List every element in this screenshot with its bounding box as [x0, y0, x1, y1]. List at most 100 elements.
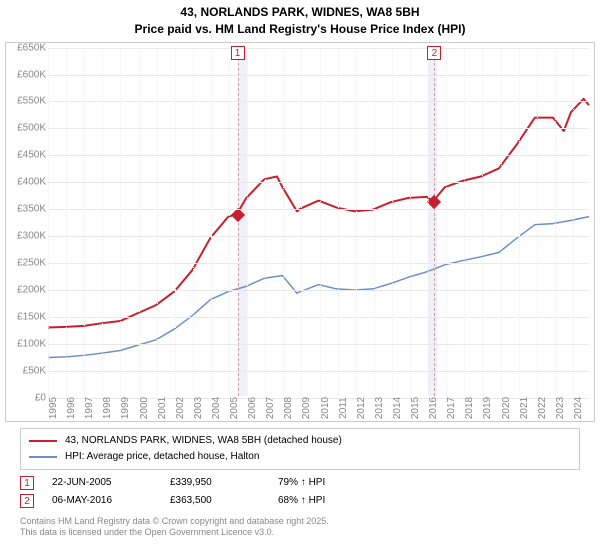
- event-date: 22-JUN-2005: [52, 477, 152, 488]
- gridline-vertical: [139, 48, 140, 396]
- legend-item-hpi: HPI: Average price, detached house, Halt…: [29, 449, 571, 465]
- legend-label: HPI: Average price, detached house, Halt…: [65, 449, 259, 465]
- gridline-vertical: [338, 48, 339, 396]
- x-axis-tick-label: 2003: [193, 396, 204, 418]
- chart-title: 43, NORLANDS PARK, WIDNES, WA8 5BH Price…: [4, 4, 596, 38]
- x-axis-tick-label: 2001: [157, 396, 168, 418]
- x-axis-tick-label: 2002: [175, 396, 186, 418]
- x-axis-tick-label: 2011: [338, 397, 349, 419]
- gridline-vertical: [211, 48, 212, 396]
- x-axis-tick-label: 2000: [139, 396, 150, 418]
- x-axis-tick-label: 2005: [229, 396, 240, 418]
- gridline-vertical: [193, 48, 194, 396]
- gridline-vertical: [48, 48, 49, 396]
- x-axis-tick-label: 2023: [555, 396, 566, 418]
- gridline-vertical: [247, 48, 248, 396]
- gridline-vertical: [501, 48, 502, 396]
- x-axis-tick-label: 2013: [374, 396, 385, 418]
- footer-line-1: Contains HM Land Registry data © Crown c…: [20, 516, 580, 528]
- gridline-vertical: [301, 48, 302, 396]
- x-axis-tick-label: 2004: [211, 396, 222, 418]
- gridline-vertical: [175, 48, 176, 396]
- gridline-vertical: [229, 48, 230, 396]
- gridline-horizontal: [48, 263, 589, 264]
- sale-events-table: 122-JUN-2005£339,95079% ↑ HPI206-MAY-201…: [20, 474, 580, 510]
- x-axis-tick-label: 1999: [120, 396, 131, 418]
- event-number-icon: 1: [20, 476, 34, 490]
- y-axis-tick-label: £350K: [6, 204, 46, 215]
- y-axis-tick-label: £200K: [6, 284, 46, 295]
- y-axis-tick-label: £50K: [6, 365, 46, 376]
- x-axis-tick-label: 1997: [84, 396, 95, 418]
- gridline-vertical: [537, 48, 538, 396]
- gridline-vertical: [428, 48, 429, 396]
- gridline-vertical: [120, 48, 121, 396]
- x-axis-tick-label: 2006: [247, 396, 258, 418]
- gridline-vertical: [573, 48, 574, 396]
- event-number-marker: 1: [231, 46, 245, 60]
- legend-item-property: 43, NORLANDS PARK, WIDNES, WA8 5BH (deta…: [29, 433, 571, 449]
- y-axis-tick-label: £450K: [6, 150, 46, 161]
- x-axis-tick-label: 2018: [464, 396, 475, 418]
- gridline-horizontal: [48, 209, 589, 210]
- gridline-horizontal: [48, 371, 589, 372]
- y-axis-tick-label: £400K: [6, 177, 46, 188]
- gridline-vertical: [356, 48, 357, 396]
- x-axis-tick-label: 2024: [573, 396, 584, 418]
- footer-line-2: This data is licensed under the Open Gov…: [20, 527, 580, 539]
- x-axis-tick-label: 2019: [482, 396, 493, 418]
- gridline-vertical: [446, 48, 447, 396]
- event-number-icon: 2: [20, 494, 34, 508]
- series-line-property: [48, 98, 589, 327]
- event-date: 06-MAY-2016: [52, 495, 152, 506]
- x-axis-tick-label: 2022: [537, 396, 548, 418]
- y-axis-tick-label: £300K: [6, 231, 46, 242]
- gridline-horizontal: [48, 101, 589, 102]
- x-axis-tick-label: 1998: [102, 396, 113, 418]
- event-price: £339,950: [170, 477, 260, 488]
- legend-swatch-icon: [29, 456, 57, 458]
- x-axis-tick-label: 2017: [446, 396, 457, 418]
- y-axis-tick-label: £550K: [6, 96, 46, 107]
- gridline-horizontal: [48, 155, 589, 156]
- gridline-vertical: [66, 48, 67, 396]
- gridline-vertical: [283, 48, 284, 396]
- gridline-horizontal: [48, 75, 589, 76]
- gridline-vertical: [555, 48, 556, 396]
- x-axis-tick-label: 2021: [519, 396, 530, 418]
- y-axis-tick-label: £500K: [6, 123, 46, 134]
- x-axis-tick-label: 2014: [392, 396, 403, 418]
- y-axis-tick-label: £100K: [6, 338, 46, 349]
- x-axis-tick-label: 2012: [356, 396, 367, 418]
- title-line-1: 43, NORLANDS PARK, WIDNES, WA8 5BH: [4, 4, 596, 21]
- x-axis-tick-label: 2015: [410, 396, 421, 418]
- x-axis-tick-label: 1996: [66, 396, 77, 418]
- y-axis-tick-label: £600K: [6, 69, 46, 80]
- gridline-vertical: [410, 48, 411, 396]
- gridline-vertical: [482, 48, 483, 396]
- sale-event-row: 122-JUN-2005£339,95079% ↑ HPI: [20, 474, 580, 492]
- gridline-vertical: [392, 48, 393, 396]
- legend-label: 43, NORLANDS PARK, WIDNES, WA8 5BH (deta…: [65, 433, 342, 449]
- gridline-horizontal: [48, 344, 589, 345]
- series-line-hpi: [48, 216, 589, 357]
- gridline-horizontal: [48, 48, 589, 49]
- gridline-vertical: [464, 48, 465, 396]
- x-axis-tick-label: 2008: [283, 396, 294, 418]
- y-axis-tick-label: £250K: [6, 257, 46, 268]
- gridline-vertical: [102, 48, 103, 396]
- event-pct-vs-hpi: 68% ↑ HPI: [278, 495, 325, 506]
- legend-box: 43, NORLANDS PARK, WIDNES, WA8 5BH (deta…: [20, 428, 580, 470]
- gridline-horizontal: [48, 317, 589, 318]
- gridline-vertical: [519, 48, 520, 396]
- event-price: £363,500: [170, 495, 260, 506]
- gridline-vertical: [265, 48, 266, 396]
- y-axis-tick-label: £650K: [6, 42, 46, 53]
- chart-container: £0£50K£100K£150K£200K£250K£300K£350K£400…: [5, 42, 595, 422]
- x-axis-tick-label: 2020: [501, 396, 512, 418]
- footer-attribution: Contains HM Land Registry data © Crown c…: [20, 516, 580, 539]
- gridline-vertical: [157, 48, 158, 396]
- gridline-horizontal: [48, 290, 589, 291]
- y-axis-tick-label: £0: [6, 392, 46, 403]
- sale-event-row: 2 06-MAY-2016 £363,500 68% ↑ HPI: [20, 492, 580, 510]
